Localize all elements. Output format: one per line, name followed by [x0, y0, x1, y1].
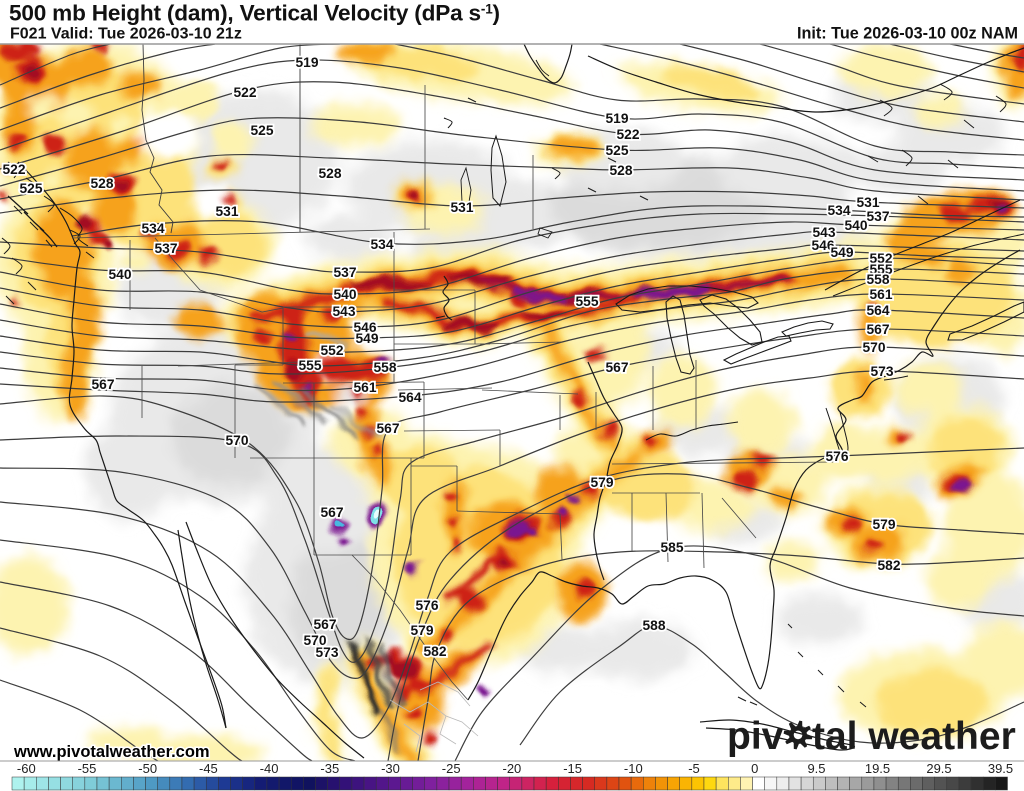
svg-text:552: 552: [320, 343, 343, 358]
svg-text:567: 567: [313, 617, 336, 632]
svg-text:519: 519: [605, 111, 628, 126]
svg-text:576: 576: [415, 598, 438, 613]
svg-text:537: 537: [154, 241, 177, 256]
svg-text:0: 0: [751, 761, 758, 776]
svg-text:564: 564: [866, 303, 889, 318]
svg-text:534: 534: [141, 221, 164, 236]
svg-text:537: 537: [333, 265, 356, 280]
svg-text:522: 522: [2, 162, 25, 177]
svg-text:549: 549: [830, 245, 853, 260]
svg-text:585: 585: [660, 540, 683, 555]
svg-text:567: 567: [91, 377, 114, 392]
svg-text:-60: -60: [17, 761, 36, 776]
svg-text:537: 537: [866, 209, 889, 224]
svg-text:19.5: 19.5: [865, 761, 890, 776]
svg-text:579: 579: [410, 623, 433, 638]
svg-text:531: 531: [450, 200, 473, 215]
svg-text:525: 525: [19, 181, 42, 196]
svg-text:549: 549: [355, 331, 378, 346]
svg-text:576: 576: [825, 449, 848, 464]
svg-text:540: 540: [333, 287, 356, 302]
svg-text:573: 573: [870, 364, 893, 379]
svg-text:-10: -10: [624, 761, 643, 776]
svg-text:-15: -15: [563, 761, 582, 776]
svg-text:29.5: 29.5: [926, 761, 951, 776]
svg-text:-45: -45: [199, 761, 218, 776]
svg-text:570: 570: [303, 633, 326, 648]
svg-text:534: 534: [370, 237, 393, 252]
svg-text:-30: -30: [381, 761, 400, 776]
svg-text:528: 528: [90, 176, 113, 191]
svg-text:567: 567: [320, 505, 343, 520]
svg-text:519: 519: [295, 55, 318, 70]
svg-text:tal weather: tal weather: [812, 715, 1016, 758]
svg-text:531: 531: [215, 204, 238, 219]
svg-text:piv: piv: [727, 715, 784, 758]
svg-text:570: 570: [225, 433, 248, 448]
svg-text:9.5: 9.5: [807, 761, 825, 776]
svg-text:573: 573: [315, 645, 338, 660]
svg-text:561: 561: [869, 287, 892, 302]
svg-text:570: 570: [862, 340, 885, 355]
svg-text:528: 528: [609, 163, 632, 178]
svg-text:540: 540: [108, 267, 131, 282]
svg-text:-50: -50: [138, 761, 157, 776]
svg-text:534: 534: [827, 203, 850, 218]
svg-text:-35: -35: [320, 761, 339, 776]
svg-text:39.5: 39.5: [988, 761, 1013, 776]
svg-text:582: 582: [877, 558, 900, 573]
svg-text:579: 579: [872, 517, 895, 532]
svg-text:546: 546: [811, 238, 834, 253]
svg-text:546: 546: [353, 320, 376, 335]
svg-text:564: 564: [398, 390, 421, 405]
svg-text:500 mb Height (dam), Vertical: 500 mb Height (dam), Vertical Velocity (…: [9, 1, 500, 26]
svg-text:www.pivotalweather.com: www.pivotalweather.com: [13, 743, 210, 761]
svg-text:543: 543: [812, 225, 835, 240]
svg-text:Init: Tue 2026-03-10 00z NAM: Init: Tue 2026-03-10 00z NAM: [797, 25, 1018, 43]
svg-text:-5: -5: [688, 761, 700, 776]
svg-text:567: 567: [605, 360, 628, 375]
svg-text:555: 555: [869, 262, 892, 277]
svg-text:-20: -20: [503, 761, 522, 776]
svg-text:567: 567: [376, 421, 399, 436]
svg-text:543: 543: [332, 304, 355, 319]
svg-text:531: 531: [856, 195, 879, 210]
svg-text:588: 588: [642, 618, 665, 633]
svg-text:525: 525: [250, 123, 273, 138]
svg-text:567: 567: [866, 322, 889, 337]
svg-text:555: 555: [298, 358, 321, 373]
svg-text:522: 522: [616, 127, 639, 142]
svg-text:555: 555: [575, 294, 598, 309]
svg-text:522: 522: [233, 85, 256, 100]
svg-text:582: 582: [423, 644, 446, 659]
svg-text:552: 552: [869, 251, 892, 266]
svg-text:558: 558: [866, 272, 889, 287]
svg-text:528: 528: [318, 166, 341, 181]
svg-text:558: 558: [373, 360, 396, 375]
svg-text:F021 Valid: Tue 2026-03-10 21z: F021 Valid: Tue 2026-03-10 21z: [10, 26, 242, 43]
svg-text:540: 540: [844, 218, 867, 233]
svg-text:561: 561: [353, 380, 376, 395]
svg-text:525: 525: [605, 143, 628, 158]
svg-text:-40: -40: [260, 761, 279, 776]
svg-text:-25: -25: [442, 761, 461, 776]
svg-text:579: 579: [590, 475, 613, 490]
svg-text:-55: -55: [78, 761, 97, 776]
